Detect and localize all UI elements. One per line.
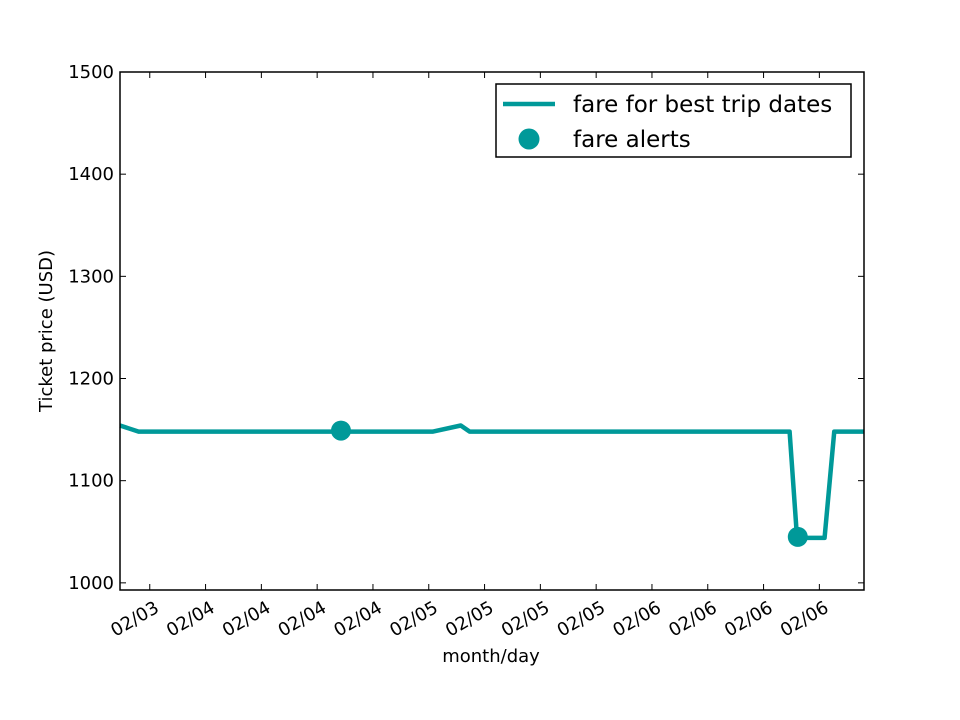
fare-alert-point <box>788 527 808 547</box>
legend-marker-swatch <box>519 129 540 150</box>
y-tick-label: 1100 <box>68 471 114 492</box>
legend-label-alerts: fare alerts <box>573 127 691 153</box>
fare-alert-point <box>331 421 351 441</box>
y-tick-label: 1400 <box>68 164 114 185</box>
x-axis-label: month/day <box>442 646 540 667</box>
y-tick-label: 1500 <box>68 62 114 83</box>
legend-label-fare: fare for best trip dates <box>573 92 832 118</box>
y-axis-label: Ticket price (USD) <box>36 250 57 413</box>
y-tick-label: 1200 <box>68 369 114 390</box>
y-tick-label: 1300 <box>68 266 114 287</box>
legend: fare for best trip dates fare alerts <box>496 84 851 157</box>
y-tick-label: 1000 <box>68 573 114 594</box>
